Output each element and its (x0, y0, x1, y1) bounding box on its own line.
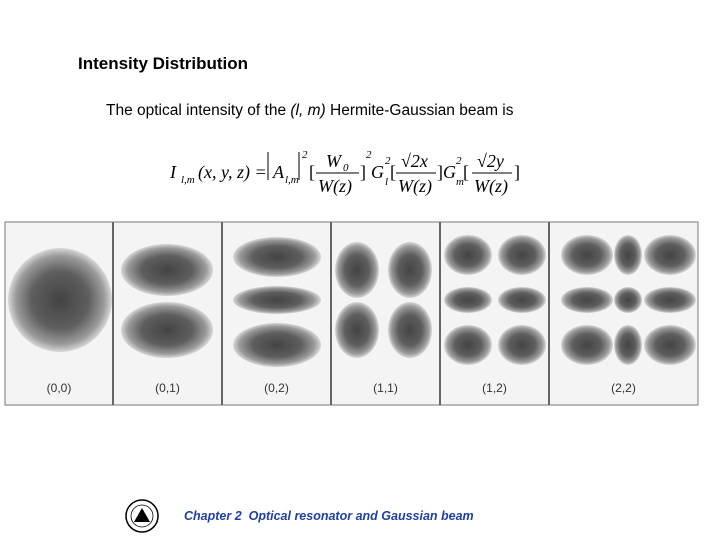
intensity-lobe (388, 302, 432, 358)
intensity-lobe (121, 244, 213, 296)
formula-token: ] (360, 162, 366, 182)
intensity-lobe (644, 235, 696, 275)
intensity-lobe (498, 235, 546, 275)
formula-token: A (272, 162, 285, 182)
intensity-lobe (233, 237, 321, 277)
intensity-lobe (8, 248, 112, 352)
intensity-lobe (561, 287, 613, 313)
formula-token: G (443, 162, 456, 182)
intensity-lobe (335, 242, 379, 298)
mode-label: (1,1) (373, 381, 398, 395)
formula-token: (x, y, z) = (198, 162, 267, 183)
intensity-lobe (498, 325, 546, 365)
formula-token: W(z) (398, 176, 432, 197)
intro-before: The optical intensity of the (106, 102, 287, 119)
intensity-lobe (614, 235, 642, 275)
intro-after: Hermite-Gaussian beam is (330, 102, 514, 119)
intensity-lobe (444, 287, 492, 313)
formula-token: [ (309, 162, 315, 182)
formula-token: W(z) (474, 176, 508, 197)
mode-label: (0,2) (264, 381, 289, 395)
formula-token: I (169, 162, 177, 182)
formula-token: 2 (302, 149, 308, 161)
formula-token: G (371, 162, 384, 182)
intensity-lobe (644, 325, 696, 365)
formula-token: √2y (477, 151, 504, 171)
formula-token: √2x (401, 151, 428, 171)
formula-token: m (456, 176, 464, 188)
formula-token: l,m (181, 174, 195, 186)
formula-token: l,m (285, 174, 299, 186)
intensity-lobe (498, 287, 546, 313)
mode-panel: (2,2) (548, 222, 696, 405)
formula-token: 2 (456, 155, 462, 167)
formula-token: [ (390, 162, 396, 182)
mode-label: (0,0) (47, 381, 72, 395)
intensity-lobe (561, 325, 613, 365)
formula-token: W(z) (318, 176, 352, 197)
formula-token: 2 (366, 149, 372, 161)
mode-panels: (0,0) (0,1) (0,2) (1,1) (1,2) (2,2) (8, 222, 696, 405)
mode-panel: (1,1) (330, 222, 432, 405)
mode-panel: (1,2) (439, 222, 546, 405)
formula-token: ] (437, 162, 443, 182)
intensity-lobe (121, 302, 213, 358)
logo (125, 499, 159, 533)
intensity-lobe (388, 242, 432, 298)
formula-token: ] (514, 162, 520, 182)
mode-panel: (0,2) (221, 222, 321, 405)
intensity-lobe (444, 325, 492, 365)
intensity-lobe (335, 302, 379, 358)
formula-token: [ (463, 162, 469, 182)
mode-label: (2,2) (611, 381, 636, 395)
intensity-lobe (233, 323, 321, 367)
intensity-lobe (614, 287, 642, 313)
intro-mode: (l, m) (290, 102, 326, 119)
intensity-lobe (614, 325, 642, 365)
intensity-lobe (644, 287, 696, 313)
formula-token: l (385, 176, 388, 188)
formula-token: W (326, 151, 343, 171)
intensity-lobe (561, 235, 613, 275)
mode-label: (1,2) (482, 381, 507, 395)
slide-title: Intensity Distribution (78, 54, 248, 73)
footer-text: Chapter 2 Optical resonator and Gaussian… (184, 509, 474, 523)
mode-panel: (0,1) (112, 222, 213, 405)
intro-text: The optical intensity of the (l, m) Herm… (106, 102, 513, 120)
intensity-lobe (233, 286, 321, 314)
mode-label: (0,1) (155, 381, 180, 395)
intensity-lobe (444, 235, 492, 275)
formula-token: 0 (343, 162, 349, 174)
mode-panel: (0,0) (8, 248, 112, 395)
formula-token: 2 (385, 155, 391, 167)
